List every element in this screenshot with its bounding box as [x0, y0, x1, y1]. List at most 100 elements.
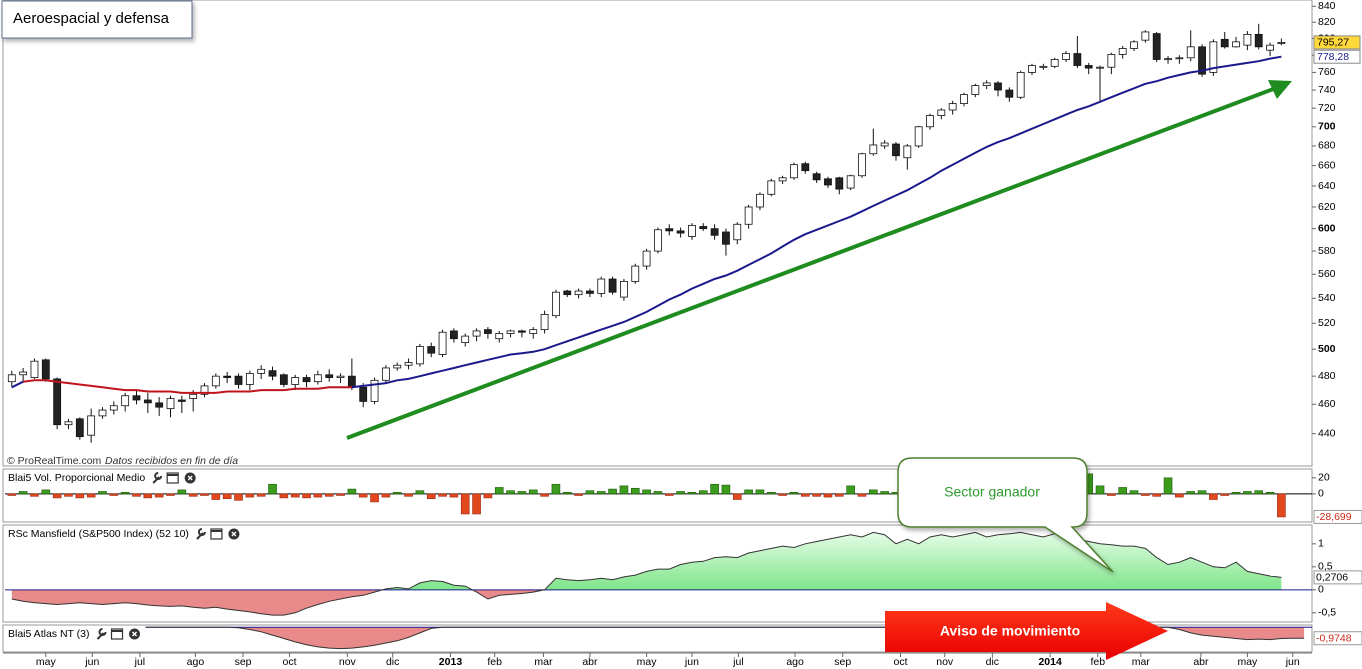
candle-body: [166, 398, 175, 410]
price-tag-box: [1313, 49, 1361, 64]
volume-bar: [608, 488, 617, 495]
volume-bar: [324, 493, 334, 497]
candle-body: [824, 178, 832, 186]
candle-body: [189, 393, 198, 399]
candle-body: [313, 374, 322, 383]
candle-body: [347, 375, 356, 388]
warning-arrow: [885, 602, 1168, 660]
candle-body: [1141, 31, 1150, 41]
volume-bar: [664, 493, 674, 496]
value-tag-box: [1313, 509, 1362, 524]
candle-body: [631, 265, 640, 282]
volume-bar: [506, 490, 515, 495]
volume-bar: [653, 491, 663, 495]
x-tick-label: nov: [936, 656, 954, 668]
indicator-header: [4, 470, 202, 486]
candle-body: [211, 375, 220, 387]
volume-bar: [596, 491, 606, 495]
candle-body: [461, 335, 470, 344]
candle-body: [268, 370, 277, 377]
volume-bar: [585, 490, 595, 495]
candle-body: [1062, 53, 1070, 60]
indicator-header: [4, 626, 146, 642]
volume-bar: [200, 493, 209, 496]
volume-bar: [574, 493, 583, 496]
candle-body: [7, 374, 16, 383]
volume-bar: [1175, 493, 1184, 498]
volume-bar: [98, 491, 107, 495]
x-tick-label: sep: [235, 656, 252, 668]
volume-bar: [449, 493, 459, 498]
x-tick-label: mar: [1132, 656, 1151, 668]
settings-icon[interactable]: [96, 628, 107, 640]
y-tick-label: 1: [1318, 538, 1324, 550]
volume-bar: [869, 489, 878, 495]
candle-body: [177, 399, 186, 402]
note: Datos recibidos en fin de día: [105, 455, 238, 467]
value-tag-box: [1313, 570, 1362, 585]
candle-body: [41, 359, 50, 380]
y-tick-label: -0,5: [1318, 607, 1336, 619]
volume-bar: [540, 493, 549, 497]
volume-bar: [358, 493, 368, 498]
volume-bar: [1129, 490, 1139, 495]
volume-bar: [1107, 493, 1116, 496]
volume-bar: [687, 491, 697, 495]
candle-body: [245, 373, 254, 385]
volume-bar: [1209, 493, 1218, 500]
volume-bar: [109, 493, 119, 496]
candle-body: [586, 290, 594, 294]
candle-body: [880, 142, 889, 147]
window-icon[interactable]: [166, 472, 179, 484]
y-tick-label: 0: [1318, 488, 1324, 500]
candle-body: [359, 386, 368, 402]
close-icon-x: [132, 631, 138, 637]
candle-body: [1096, 66, 1104, 69]
candle-body: [948, 103, 957, 111]
volume-bar: [41, 489, 51, 495]
candle-body: [801, 163, 810, 172]
window-icon[interactable]: [110, 628, 124, 640]
candle-body: [1073, 53, 1082, 66]
x-tick-label: abr: [1193, 656, 1209, 668]
title-box: [1, 0, 193, 39]
volume-bar: [630, 487, 640, 495]
settings-icon[interactable]: [152, 472, 163, 484]
candle-body: [688, 224, 696, 237]
candle-body: [1277, 42, 1286, 44]
candle-body: [529, 329, 538, 334]
y-tick-label: 640: [1318, 180, 1336, 192]
volume-bar: [732, 493, 742, 500]
y-tick-label: 440: [1318, 427, 1336, 439]
indicator-header: [4, 526, 245, 542]
candle-body: [926, 115, 934, 128]
trend-arrow-head: [1268, 80, 1292, 99]
candle-body: [676, 230, 685, 234]
candle-body: [143, 399, 152, 404]
volume-bar: [1197, 490, 1207, 495]
candle-body: [960, 94, 968, 104]
y-tick-label: 20: [1318, 472, 1330, 484]
volume-bar: [710, 483, 719, 495]
volume-bar: [1220, 493, 1230, 496]
candle-body: [449, 330, 458, 340]
volume-bar: [18, 491, 28, 495]
volume-bar: [789, 491, 799, 495]
volume-bar: [1265, 491, 1275, 495]
moving-average: [11, 55, 1282, 389]
volume-bar: [211, 493, 221, 500]
volume-bar: [778, 493, 787, 496]
callout-text: Sector ganador: [944, 484, 1040, 500]
indicator-title: Blai5 Vol. Proporcional Medio: [8, 472, 145, 484]
settings-icon[interactable]: [196, 528, 206, 540]
volume-bar: [245, 493, 255, 498]
window-icon[interactable]: [210, 528, 223, 540]
volume-bar: [846, 485, 855, 495]
volume-panel: [2, 468, 1313, 523]
candle-body: [1118, 48, 1127, 55]
candle-body: [756, 193, 764, 208]
volume-bar: [1186, 491, 1196, 495]
candle-body: [336, 375, 345, 378]
volume-bar: [222, 493, 232, 500]
